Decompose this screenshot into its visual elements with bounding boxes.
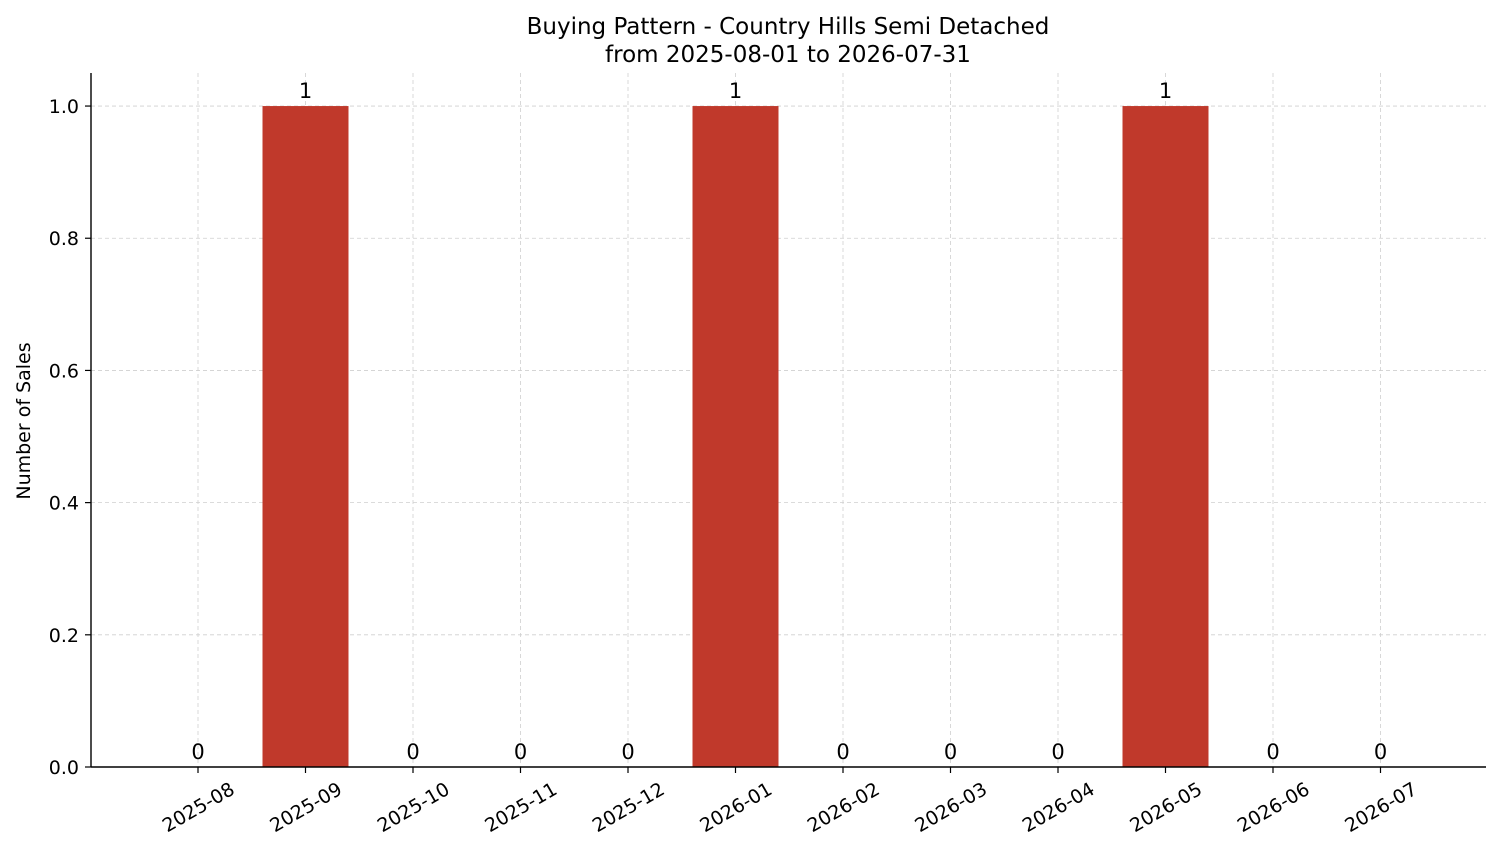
- y-tick-label: 0.0: [49, 757, 79, 779]
- y-tick-label: 0.4: [49, 493, 79, 515]
- bar-2026-01: [692, 106, 779, 768]
- x-tick-label: 2025-10: [374, 778, 454, 837]
- bar-2026-05: [1122, 106, 1209, 768]
- data-label-2026-03: 0: [944, 740, 957, 764]
- data-label-2025-09: 1: [299, 79, 312, 103]
- data-label-2026-06: 0: [1266, 740, 1279, 764]
- chart-title: Buying Pattern - Country Hills Semi Deta…: [527, 14, 1050, 40]
- data-label-2025-11: 0: [514, 740, 527, 764]
- data-label-2026-02: 0: [836, 740, 849, 764]
- data-label-2025-08: 0: [191, 740, 204, 764]
- x-tick-label: 2026-06: [1234, 778, 1314, 837]
- x-axis-ticks: 2025-08 2025-09 2025-10 2025-11 2025-12 2026-…: [159, 767, 1421, 837]
- data-label-2026-05: 1: [1159, 79, 1172, 103]
- chart-subtitle: from 2025-08-01 to 2026-07-31: [605, 42, 971, 68]
- x-tick-label: 2026-07: [1341, 778, 1421, 837]
- y-tick-label: 0.2: [49, 625, 79, 647]
- data-labels: 0 1 0 0 0 1 0 0 0 1 0 0: [191, 79, 1387, 764]
- data-label-2026-04: 0: [1051, 740, 1064, 764]
- data-label-2026-07: 0: [1374, 740, 1387, 764]
- x-tick-label: 2026-02: [804, 778, 884, 837]
- y-tick-label: 0.8: [49, 228, 79, 250]
- data-label-2025-10: 0: [406, 740, 419, 764]
- data-label-2025-12: 0: [621, 740, 634, 764]
- x-tick-label: 2025-09: [266, 778, 346, 837]
- bar-2025-09: [262, 106, 349, 768]
- x-tick-label: 2025-12: [589, 778, 669, 837]
- x-tick-label: 2025-08: [159, 778, 239, 837]
- x-tick-label: 2026-03: [911, 778, 991, 837]
- y-axis-ticks: 0.0 0.2 0.4 0.6 0.8 1.0: [49, 96, 91, 779]
- x-tick-label: 2026-05: [1126, 778, 1206, 837]
- y-axis-label: Number of Sales: [13, 342, 35, 499]
- axes: [90, 73, 1486, 768]
- x-tick-label: 2025-11: [481, 778, 561, 837]
- y-tick-label: 1.0: [49, 96, 79, 118]
- x-tick-label: 2026-01: [696, 778, 776, 837]
- y-tick-label: 0.6: [49, 360, 79, 382]
- x-tick-label: 2026-04: [1019, 778, 1099, 837]
- bars: [262, 106, 1209, 768]
- data-label-2026-01: 1: [729, 79, 742, 103]
